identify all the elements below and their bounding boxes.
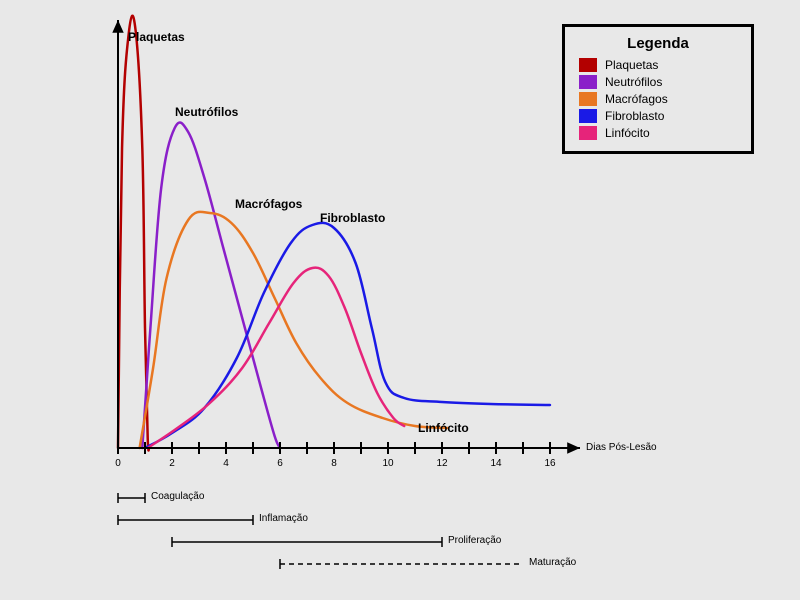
x-tick-label: 8 — [331, 458, 337, 469]
legend-item-label: Macrófagos — [605, 92, 668, 106]
x-tick-label: 12 — [436, 458, 447, 469]
x-tick-label: 4 — [223, 458, 229, 469]
curve-linfócito — [148, 268, 405, 448]
phase-label: Proliferação — [448, 535, 501, 546]
legend-items: Plaquetas Neutrófilos Macrófagos Fibroblast… — [579, 58, 737, 140]
legend-swatch-icon — [579, 92, 597, 106]
legend-title: Legenda — [579, 35, 737, 52]
x-tick-label: 14 — [490, 458, 501, 469]
x-tick-label: 2 — [169, 458, 175, 469]
phase-label: Inflamação — [259, 513, 308, 524]
legend-item: Fibroblasto — [579, 109, 737, 123]
curve-plaquetas — [118, 16, 149, 451]
chart-stage: Legenda Plaquetas Neutrófilos Macrófagos Fi… — [0, 0, 800, 600]
legend-item-label: Linfócito — [605, 126, 650, 140]
legend: Legenda Plaquetas Neutrófilos Macrófagos Fi… — [562, 24, 754, 154]
legend-item-label: Plaquetas — [605, 58, 658, 72]
phase-label: Maturação — [529, 557, 576, 568]
legend-swatch-icon — [579, 58, 597, 72]
legend-swatch-icon — [579, 109, 597, 123]
curve-label-plaquetas: Plaquetas — [128, 30, 185, 44]
y-axis-arrow-icon — [112, 20, 123, 33]
curve-label-linfócito: Linfócito — [418, 421, 469, 435]
curve-macrófagos — [140, 212, 448, 448]
legend-item-label: Neutrófilos — [605, 75, 662, 89]
x-tick-label: 0 — [115, 458, 121, 469]
curve-label-fibroblasto: Fibroblasto — [320, 211, 385, 225]
curve-label-macrófagos: Macrófagos — [235, 197, 302, 211]
legend-item-label: Fibroblasto — [605, 109, 664, 123]
legend-item: Neutrófilos — [579, 75, 737, 89]
curve-label-neutrófilos: Neutrófilos — [175, 105, 238, 119]
legend-swatch-icon — [579, 75, 597, 89]
phase-label: Coagulação — [151, 491, 204, 502]
legend-item: Linfócito — [579, 126, 737, 140]
legend-item: Plaquetas — [579, 58, 737, 72]
x-axis-title: Dias Pós-Lesão — [586, 442, 657, 453]
legend-item: Macrófagos — [579, 92, 737, 106]
x-tick-label: 10 — [382, 458, 393, 469]
x-tick-label: 6 — [277, 458, 283, 469]
x-tick-label: 16 — [544, 458, 555, 469]
legend-swatch-icon — [579, 126, 597, 140]
curve-fibroblasto — [145, 223, 550, 448]
x-axis-arrow-icon — [567, 442, 580, 453]
